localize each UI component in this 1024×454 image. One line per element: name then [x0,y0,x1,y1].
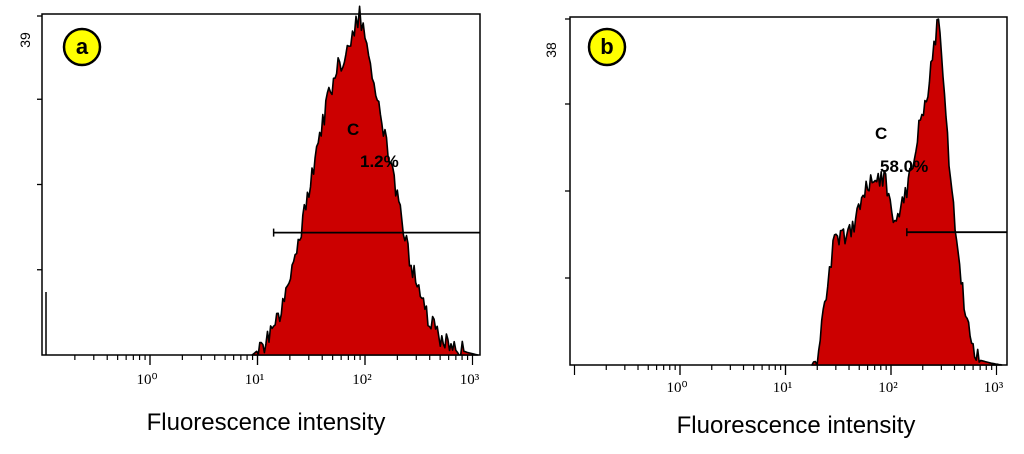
x-tick-label: 10³ [984,380,1004,396]
y-max-label: 39 [17,32,33,48]
panel-badge-label: a [76,34,89,59]
y-max-label: 38 [543,42,559,58]
histogram-panel-a: 39 10⁰ 10¹ 10² 10³ C1.2% a Fluorescence intensi… [17,5,481,436]
x-tick-label: 10² [352,372,372,388]
x-axis-label: Fluorescence intensity [147,409,386,436]
x-tick-label: 10¹ [245,372,265,388]
gate-label: C [875,124,887,143]
gate-label: C [347,120,359,139]
x-axis-label: Fluorescence intensity [677,412,916,439]
histogram-panel-b: 38 10⁰ 10¹ 10² 10³ C 58.0% b Fluorescence intens… [543,16,1008,439]
x-tick-label: 10⁰ [136,372,157,388]
histogram-area [251,5,479,356]
x-tick-label: 10⁰ [666,380,687,396]
gate-percent: 58.0% [880,157,928,176]
panel-badge-label: b [600,34,613,59]
panel-badge-circle [62,27,102,67]
x-tick-label: 10³ [460,372,480,388]
gate-percent: 1.2% [360,152,399,171]
panel-badge-circle [587,27,627,67]
x-tick-label: 10¹ [773,380,793,396]
x-tick-label: 10² [878,380,898,396]
histogram-area [811,18,1003,366]
